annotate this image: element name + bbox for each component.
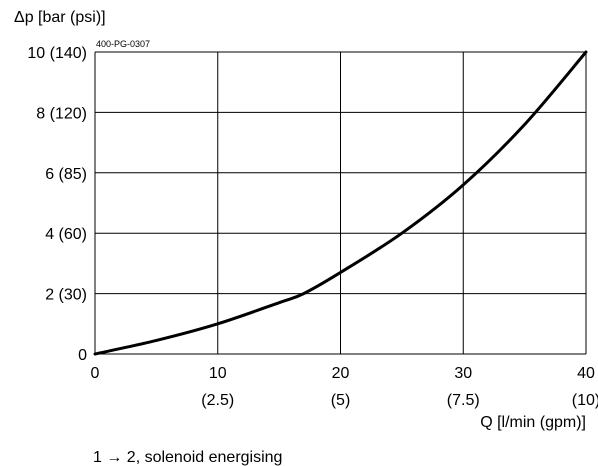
x-tick-label: 30 [454,365,472,382]
series-group [93,50,588,356]
x-tick-sublabel: (5) [331,392,351,409]
grid [94,51,587,355]
y-tick-label: 2 (30) [45,287,87,304]
x-tick-sublabel: (7.5) [447,392,480,409]
x-tick-label: 20 [332,365,350,382]
y-tick-label: 4 (60) [45,226,87,243]
chart-caption: 1 → 2, solenoid energising [93,449,282,466]
series-line-0 [93,50,588,356]
x-axis-label: Q [l/min (gpm)] [480,414,586,431]
y-axis-label: Δp [bar (psi)] [14,9,106,26]
y-tick-labels: 0 2 (30) 4 (60) 6 (85) 8 (120) 10 (140) [27,45,87,364]
y-tick-label: 0 [78,347,87,364]
x-tick-label: 0 [91,365,100,382]
figure-code: 400-PG-0307 [96,39,150,49]
y-tick-label: 10 (140) [27,45,87,62]
y-tick-label: 8 (120) [36,105,87,122]
x-tick-label: 10 [209,365,227,382]
x-tick-sublabel: (10) [572,392,598,409]
x-tick-label: 40 [577,365,595,382]
y-tick-label: 6 (85) [45,166,87,183]
x-tick-sublabel: (2.5) [201,392,234,409]
x-tick-labels: 0 10 (2.5) 20 (5) 30 (7.5) 40 (10) [91,365,598,409]
